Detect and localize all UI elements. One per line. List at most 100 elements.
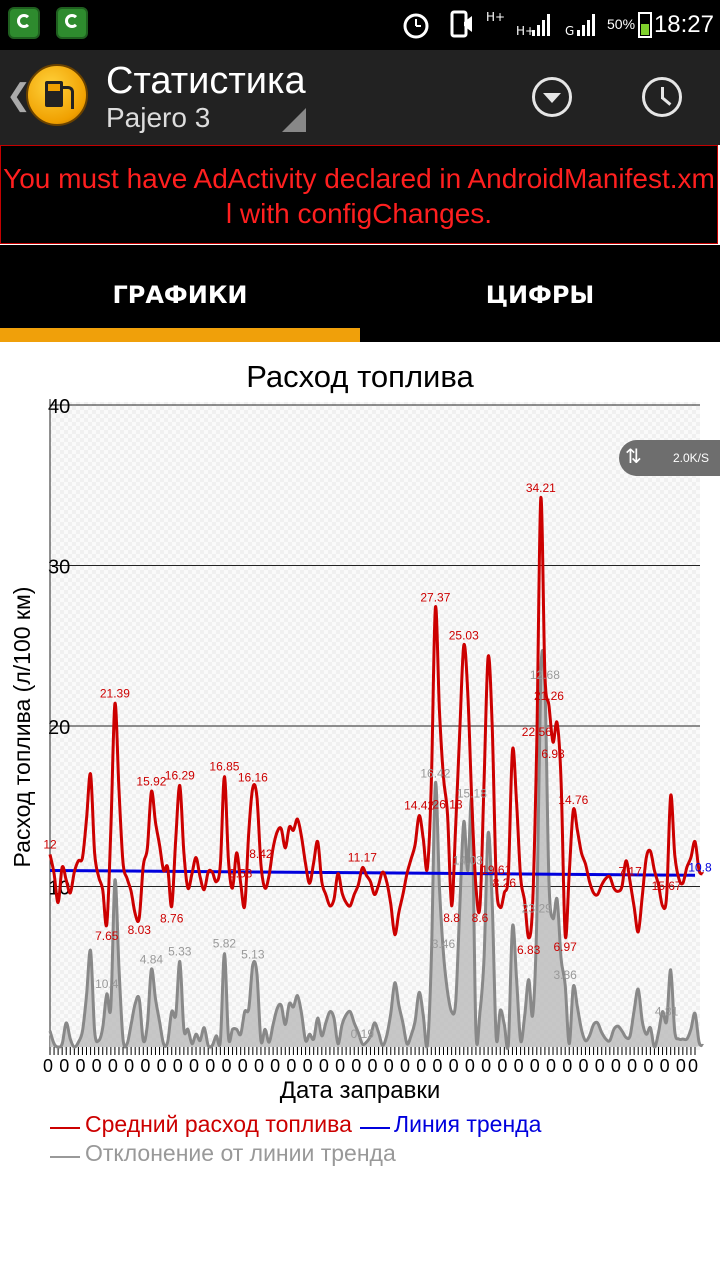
deviation-data-label: 0.19: [351, 1027, 375, 1041]
avg-data-label: 8.26: [493, 876, 517, 890]
deviation-data-label: 10.4: [95, 977, 119, 991]
x-tick-label: 0: [173, 1056, 183, 1076]
avg-data-label: 34.21: [526, 481, 556, 495]
battery-percent: 50%: [607, 16, 636, 32]
x-tick-label: 0: [627, 1056, 637, 1076]
avg-data-label: 14.42: [404, 799, 434, 813]
avg-data-label: 8.42: [249, 847, 273, 861]
avg-data-label: 8.03: [128, 923, 152, 937]
fuel-pump-logo[interactable]: [26, 64, 88, 126]
alarm-icon: [403, 13, 429, 39]
y-tick-label: 20: [48, 717, 70, 739]
avg-data-label: 6.97: [554, 940, 578, 954]
x-tick-label: 0: [432, 1056, 442, 1076]
x-tick-label: 0: [140, 1056, 150, 1076]
avg-data-label: 21.26: [534, 689, 564, 703]
x-tick-label: 0: [205, 1056, 215, 1076]
x-tick-label: 0: [124, 1056, 134, 1076]
avg-data-label: 26.13: [433, 797, 463, 811]
network-speed-indicator[interactable]: ⇅ 2.0K/S: [619, 440, 720, 476]
avg-data-label: 9.53: [229, 866, 253, 880]
y-axis-label: Расход топлива (л/100 км): [9, 587, 35, 868]
avg-data-label: 19.61: [481, 863, 511, 877]
avg-data-label: 8.6: [472, 911, 489, 925]
legend-deviation: Отклонение от линии тренда: [85, 1140, 396, 1166]
x-tick-label: 0: [351, 1056, 361, 1076]
x-tick-label: 0: [562, 1056, 572, 1076]
x-tick-label: 0: [368, 1056, 378, 1076]
avg-data-label: 21.39: [100, 687, 130, 701]
x-tick-label: 0: [92, 1056, 102, 1076]
x-tick-label: 0: [108, 1056, 118, 1076]
avg-data-label: 7.17: [618, 865, 642, 879]
avg-data-label: 6.83: [517, 943, 541, 957]
x-tick-label: 0: [238, 1056, 248, 1076]
deviation-data-label: 5.82: [213, 937, 237, 951]
status-bar: H+ H+ G 50% 18:27: [0, 0, 720, 50]
legend-trend: Линия тренда: [394, 1111, 542, 1137]
x-tick-label: 0: [221, 1056, 231, 1076]
transfer-arrows-icon: ⇅: [625, 446, 642, 468]
avg-series-line: [48, 496, 705, 940]
deviation-data-label: 4.81: [655, 1004, 679, 1018]
avg-data-label: 6.93: [541, 747, 565, 761]
avg-data-label: 15.92: [136, 774, 166, 788]
network-type-1: H+: [486, 10, 506, 24]
tab-charts[interactable]: ГРАФИКИ: [0, 245, 360, 342]
dropdown-icon[interactable]: [532, 77, 572, 117]
deviation-data-label: 3.46: [432, 937, 456, 951]
avg-data-label: 16.85: [209, 760, 239, 774]
vehicle-selector[interactable]: Pajero 3: [106, 102, 211, 133]
signal-icon: [577, 14, 595, 36]
network-type-3: G: [565, 24, 575, 38]
avg-data-label: 14.76: [558, 793, 588, 807]
x-tick-label: 0: [546, 1056, 556, 1076]
x-tick-label: 0: [595, 1056, 605, 1076]
g-app-icon[interactable]: [8, 7, 40, 39]
deviation-series-line: [48, 648, 704, 1050]
avg-data-label: 15.67: [652, 879, 682, 893]
tab-numbers[interactable]: ЦИФРЫ: [485, 281, 595, 309]
x-tick-label: 0: [319, 1056, 329, 1076]
avg-data-label: 8.8: [443, 911, 460, 925]
page-title: Статистика: [106, 60, 306, 102]
deviation-data-label: 16.42: [420, 766, 450, 780]
avg-data-label: 22.56: [522, 725, 552, 739]
avg-data-label: 8.76: [160, 911, 184, 925]
network-type-2: H+: [516, 24, 536, 38]
x-tick-label: 0: [611, 1056, 621, 1076]
action-bar: ❮ Статистика Pajero 3: [0, 50, 720, 145]
g-app-icon[interactable]: [56, 7, 88, 39]
deviation-data-label: 14.03: [453, 853, 483, 867]
history-clock-icon[interactable]: [642, 77, 682, 117]
x-tick-label: 0: [400, 1056, 410, 1076]
battery-icon: [638, 12, 652, 38]
deviation-data-label: 3.86: [554, 968, 578, 982]
x-tick-label: 0: [416, 1056, 426, 1076]
x-tick-label: 0: [59, 1056, 69, 1076]
ad-error-banner: You must have AdActivity declared in And…: [0, 145, 718, 244]
trend-data-label: 10.8: [688, 860, 712, 874]
deviation-data-label: 5.33: [168, 944, 192, 958]
deviation-data-label: 4.84: [140, 952, 164, 966]
x-tick-label: 0: [481, 1056, 491, 1076]
avg-data-label: 16.29: [165, 769, 195, 783]
deviation-data-label: 15.18: [457, 786, 487, 800]
avg-data-label: 27.37: [420, 591, 450, 605]
x-tick-label: 0: [449, 1056, 459, 1076]
network-speed-value: 2.0K/S: [673, 451, 710, 465]
spinner-indicator-icon: [282, 108, 306, 132]
signal-icon: [532, 14, 550, 36]
y-tick-label: 30: [48, 557, 70, 579]
x-tick-label: 0: [254, 1056, 264, 1076]
deviation-data-label: 12.68: [530, 668, 560, 682]
x-tick-label: 0: [578, 1056, 588, 1076]
x-tick-label: 0: [75, 1056, 85, 1076]
x-tick-label: 0: [465, 1056, 475, 1076]
avg-data-label: 7.65: [95, 929, 119, 943]
clock: 18:27: [653, 11, 714, 38]
silent-icon: [450, 10, 472, 38]
chart-title: Расход топлива: [246, 359, 474, 394]
